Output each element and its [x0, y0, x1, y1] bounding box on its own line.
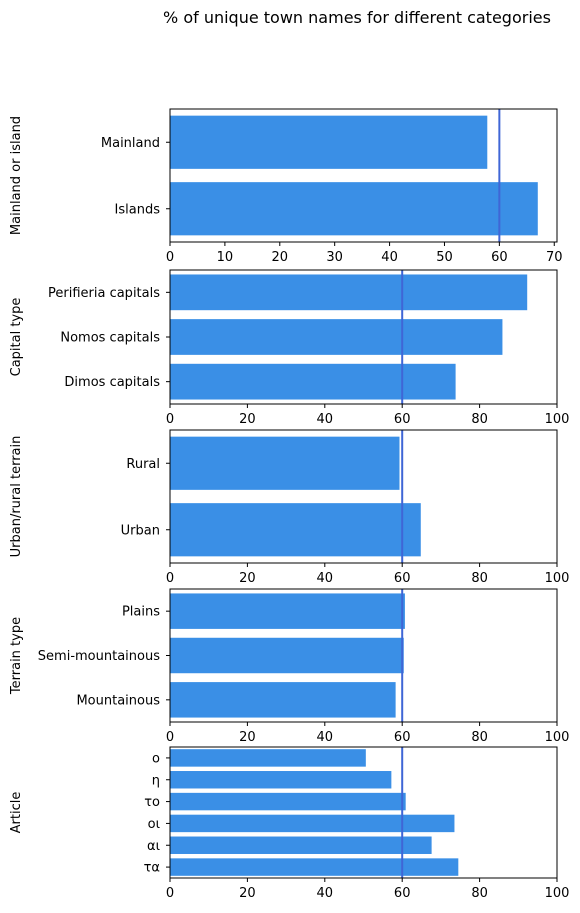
subplot-2: Perifieria capitals Nomos capitals Dimos c…	[9, 269, 570, 427]
bar	[170, 115, 488, 169]
bar	[170, 749, 366, 767]
x-tick-label: 20	[239, 571, 256, 586]
bar	[170, 682, 396, 718]
x-tick-label: 40	[317, 730, 334, 745]
x-tick-label: 30	[326, 250, 343, 265]
x-tick-label: 40	[317, 412, 334, 427]
x-tick-label: 0	[166, 730, 174, 745]
x-tick-label: 60	[394, 886, 411, 901]
y-axis-label: Terrain type	[9, 617, 24, 695]
subplot-3: Rural Urban 0 20 40 60 80 100 Urban/rural terrai…	[9, 429, 570, 586]
bar	[170, 593, 405, 629]
bar	[170, 319, 503, 355]
bar	[170, 771, 392, 789]
y-tick-label: Semi-mountainous	[38, 649, 160, 664]
y-tick-label: το	[144, 795, 160, 810]
bar	[170, 363, 456, 400]
x-tick-label: 0	[166, 886, 174, 901]
y-axis-label: Capital type	[9, 298, 24, 377]
subplot-1: Mainland Islands 0 10 20 30 40 50 60 70 Mainland o…	[9, 108, 563, 265]
x-tick-label: 20	[239, 886, 256, 901]
x-tick-label: 100	[545, 412, 570, 427]
y-tick-label: η	[152, 773, 160, 788]
x-tick-label: 100	[545, 730, 570, 745]
x-tick-label: 80	[471, 412, 488, 427]
axes-frame	[169, 746, 558, 879]
y-axis-label: Mainland or island	[9, 116, 24, 235]
y-tick-label: ο	[152, 751, 160, 766]
x-tick-label: 20	[239, 412, 256, 427]
x-tick-label: 100	[545, 571, 570, 586]
y-tick-label: Mountainous	[76, 693, 160, 708]
x-tick-label: 0	[166, 571, 174, 586]
axes-frame	[169, 429, 558, 564]
x-tick-label: 60	[491, 250, 508, 265]
y-tick-label: Plains	[122, 605, 160, 620]
x-tick-label: 40	[317, 886, 334, 901]
y-tick-label: Rural	[126, 457, 160, 472]
y-tick-label: Dimos capitals	[64, 375, 160, 390]
x-tick-label: 60	[394, 730, 411, 745]
subplot-4: Plains Semi-mountainous Mountainous 0 20 40 60…	[9, 588, 570, 745]
bar	[170, 792, 406, 811]
bar	[170, 858, 459, 876]
x-tick-label: 20	[272, 250, 289, 265]
y-tick-label: Urban	[121, 523, 160, 538]
x-tick-label: 80	[471, 886, 488, 901]
y-tick-label: Islands	[115, 202, 161, 217]
y-tick-label: αι	[147, 839, 160, 854]
bar	[170, 637, 404, 674]
figure-title: % of unique town names for different cat…	[163, 8, 551, 27]
bar	[170, 836, 432, 854]
x-tick-label: 20	[239, 730, 256, 745]
y-axis-label: Article	[9, 792, 24, 834]
x-tick-label: 50	[436, 250, 453, 265]
y-tick-label: τα	[144, 861, 160, 876]
y-tick-label: Perifieria capitals	[48, 286, 160, 301]
x-tick-label: 0	[166, 412, 174, 427]
subplots: Mainland Islands 0 10 20 30 40 50 60 70 Mainland o…	[9, 108, 570, 901]
bar	[170, 814, 455, 833]
x-tick-label: 10	[217, 250, 234, 265]
y-tick-label: Nomos capitals	[60, 331, 160, 346]
bar	[170, 274, 528, 311]
x-tick-label: 60	[394, 412, 411, 427]
x-tick-label: 80	[471, 571, 488, 586]
y-tick-label: οι	[148, 817, 160, 832]
x-tick-label: 100	[545, 886, 570, 901]
subplot-5: οη το οι αι τα 0 20 40 60 80 100 Article	[9, 746, 570, 901]
bar	[170, 182, 538, 236]
x-tick-label: 70	[546, 250, 563, 265]
axes-frame	[169, 108, 558, 243]
bar	[170, 436, 400, 490]
x-tick-label: 40	[317, 571, 334, 586]
x-tick-label: 0	[166, 250, 174, 265]
y-tick-label: Mainland	[101, 136, 160, 151]
x-tick-label: 80	[471, 730, 488, 745]
y-axis-label: Urban/rural terrain	[9, 436, 24, 558]
x-tick-label: 60	[394, 571, 411, 586]
bar	[170, 503, 421, 557]
x-tick-label: 40	[381, 250, 398, 265]
